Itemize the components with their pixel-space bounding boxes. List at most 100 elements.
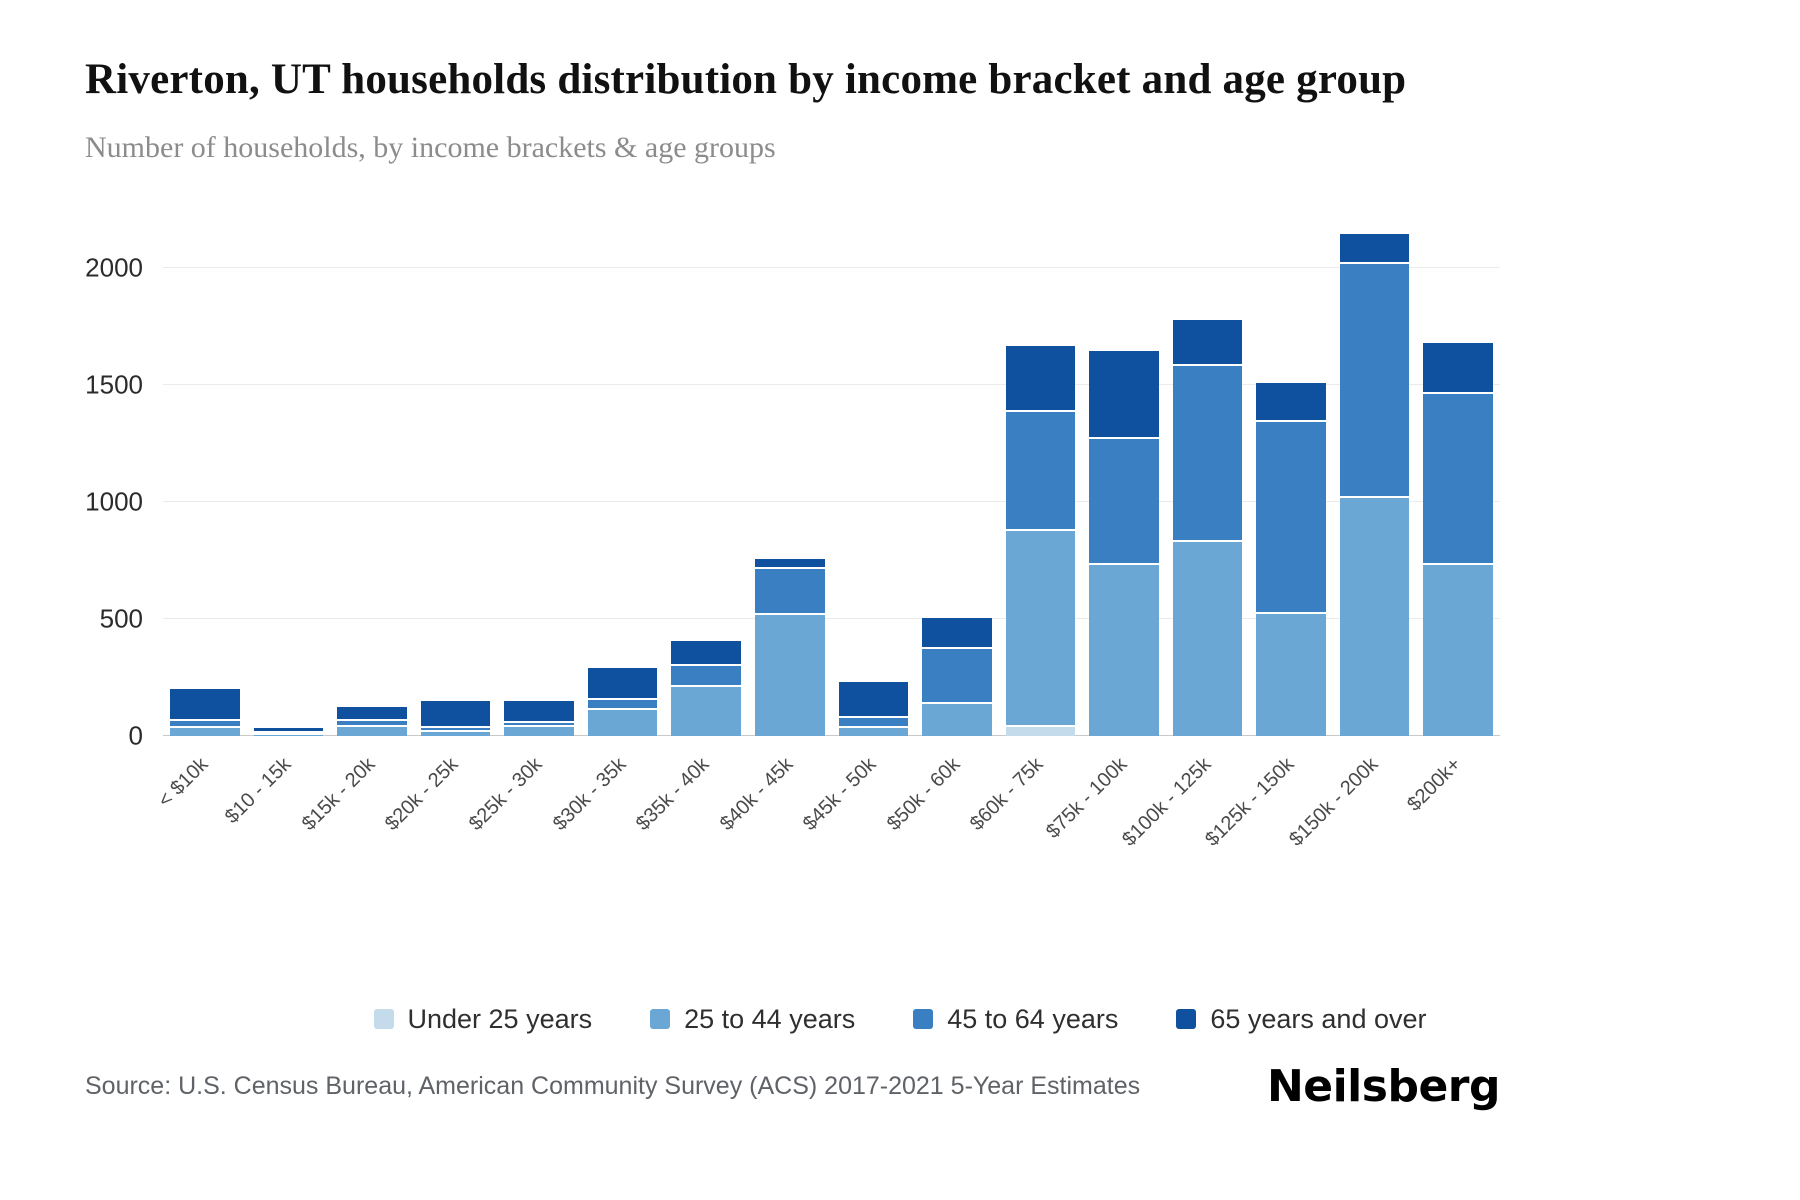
x-axis-label-45k-50k: $45k - 50k [799,753,881,835]
x-axis-label-40k-45k: $40k - 45k [715,753,798,835]
bar-40k-45k: $40k - 45k [716,221,832,835]
bar-segment-35k-40k-65-years-and-over[interactable] [671,640,741,665]
bar-segment-40k-45k-25-to-44-years[interactable] [754,612,825,736]
bar-segment-15k-20k-25-to-44-years[interactable] [337,725,407,736]
bar-segment-100k-125k-65-years-and-over[interactable] [1172,320,1243,364]
chart-subtitle: Number of households, by income brackets… [85,130,776,164]
bar-segment-200k-45-to-64-years[interactable] [1423,391,1493,563]
plot-area: 0 500 1000 1500 2000 < $10k $10 - 15k $15k - 20… [85,221,1500,850]
bar-segment-10-15k-65-years-and-over[interactable] [253,727,324,731]
bar-segment-50k-60k-25-to-44-years[interactable] [922,701,992,736]
legend-item-65-years-and-over[interactable]: 65 years and over [1176,1003,1427,1035]
x-axis-label-150k-200k: $150k - 200k [1284,753,1383,851]
bar-segment-20k-25k-45-to-64-years[interactable] [420,726,491,730]
bar-segment-25k-30k-65-years-and-over[interactable] [504,700,574,721]
bar-segment-150k-200k-65-years-and-over[interactable] [1339,233,1410,262]
bar-stack-60k-75k [1005,221,1076,736]
bar-segment-50k-60k-45-to-64-years[interactable] [922,646,992,702]
bar-stack-20k-25k [420,221,491,736]
x-axis-label-20k-25k: $20k - 25k [381,753,463,835]
footer: Source: U.S. Census Bureau, American Com… [85,1061,1501,1112]
bar-stack-40k-45k [754,221,825,736]
y-axis-tick-1000: 1000 [85,486,143,517]
legend-item-under-25-years[interactable]: Under 25 years [373,1004,592,1035]
bars-container: < $10k $10 - 15k $15k - 20k $20k - 25k $25k … [154,221,1500,850]
legend-item-25-to-44-years[interactable]: 25 to 44 years [650,1004,855,1035]
bar-stack-10k [170,221,240,736]
bar-35k-40k: $35k - 40k [632,221,748,835]
y-axis-tick-1500: 1500 [85,369,143,400]
bar-segment-40k-45k-45-to-64-years[interactable] [754,567,825,613]
x-axis-label-25k-30k: $25k - 30k [464,753,547,835]
legend-label-65-years-and-over: 65 years and over [1210,1003,1427,1034]
bar-segment-10k-45-to-64-years[interactable] [170,719,240,727]
bar-45k-50k: $45k - 50k [799,221,916,835]
bar-segment-125k-150k-25-to-44-years[interactable] [1256,611,1326,736]
x-axis-label-60k-75k: $60k - 75k [966,753,1048,835]
gridline-1000 [163,500,1500,502]
bar-segment-35k-40k-45-to-64-years[interactable] [671,664,741,686]
legend-label-25-to-44-years: 25 to 44 years [684,1003,856,1034]
bar-segment-45k-50k-65-years-and-over[interactable] [838,681,909,716]
bar-50k-60k: $50k - 60k [883,221,999,835]
bar-segment-125k-150k-45-to-64-years[interactable] [1256,419,1326,612]
x-axis-label-50k-60k: $50k - 60k [882,753,965,835]
bar-segment-200k-25-to-44-years[interactable] [1423,562,1493,736]
bar-100k-125k: $100k - 125k [1118,221,1250,850]
bar-stack-45k-50k [838,221,909,736]
x-axis-label-10-15k: $10 - 15k [221,753,296,828]
legend-item-45-to-64-years[interactable]: 45 to 64 years [913,1004,1118,1035]
chart-legend: Under 25 years 25 to 44 years 45 to 64 yea… [85,1004,1715,1035]
bar-segment-200k-65-years-and-over[interactable] [1423,342,1493,392]
legend-swatch-25-to-44-years [650,1009,671,1030]
gridline-2000 [163,266,1500,268]
bar-segment-60k-75k-45-to-64-years[interactable] [1005,410,1076,529]
bar-segment-60k-75k-65-years-and-over[interactable] [1005,346,1076,411]
gridline-0 [163,734,1500,736]
bar-segment-20k-25k-65-years-and-over[interactable] [420,700,491,727]
bar-segment-15k-20k-65-years-and-over[interactable] [337,706,407,719]
bar-segment-30k-35k-25-to-44-years[interactable] [587,707,658,736]
bar-segment-75k-100k-65-years-and-over[interactable] [1089,350,1159,438]
bar-stack-30k-35k [587,221,658,736]
bar-segment-125k-150k-65-years-and-over[interactable] [1256,383,1326,420]
bar-stack-75k-100k [1089,221,1159,736]
bar-segment-50k-60k-65-years-and-over[interactable] [922,617,992,647]
bar-stack-200k [1423,221,1493,736]
bar-segment-20k-25k-25-to-44-years[interactable] [420,729,491,736]
bar-segment-10k-65-years-and-over[interactable] [170,688,240,720]
bar-segment-150k-200k-45-to-64-years[interactable] [1339,261,1410,496]
source-text: Source: U.S. Census Bureau, American Com… [85,1071,1141,1100]
y-axis-tick-2000: 2000 [85,252,143,283]
bar-segment-60k-75k-under-25-years[interactable] [1005,725,1076,736]
bar-segment-45k-50k-45-to-64-years[interactable] [838,715,909,727]
bar-segment-100k-125k-45-to-64-years[interactable] [1172,363,1243,541]
bar-segment-45k-50k-25-to-44-years[interactable] [838,726,909,736]
x-axis-label-10k: < $10k [153,753,213,812]
bar-segment-10-15k-45-to-64-years[interactable] [253,730,324,733]
chart-title: Riverton, UT households distribution by … [85,56,1407,103]
bar-segment-75k-100k-45-to-64-years[interactable] [1089,437,1159,563]
bar-segment-40k-45k-65-years-and-over[interactable] [754,559,825,568]
bar-segment-10-15k-25-to-44-years[interactable] [253,732,324,736]
x-axis-label-15k-20k: $15k - 20k [297,753,380,835]
bar-segment-75k-100k-25-to-44-years[interactable] [1089,562,1159,736]
bar-segment-30k-35k-65-years-and-over[interactable] [587,667,658,699]
bar-stack-15k-20k [337,221,407,736]
bar-segment-60k-75k-25-to-44-years[interactable] [1005,528,1076,726]
x-axis-label-125k-150k: $125k - 150k [1201,753,1299,851]
bar-stack-25k-30k [504,221,574,736]
bar-segment-10k-25-to-44-years[interactable] [170,726,240,736]
bar-stack-150k-200k [1339,221,1410,736]
bar-segment-25k-30k-25-to-44-years[interactable] [504,725,574,736]
bar-segment-150k-200k-25-to-44-years[interactable] [1339,495,1410,736]
legend-swatch-65-years-and-over [1176,1009,1197,1030]
bar-segment-25k-30k-45-to-64-years[interactable] [504,720,574,726]
bar-150k-200k: $150k - 200k [1285,221,1417,850]
bar-10k: < $10k [154,221,247,812]
bar-segment-100k-125k-25-to-44-years[interactable] [1172,540,1243,736]
bar-segment-35k-40k-25-to-44-years[interactable] [671,685,741,736]
bar-segment-15k-20k-45-to-64-years[interactable] [337,718,407,726]
bar-segment-30k-35k-45-to-64-years[interactable] [587,698,658,708]
